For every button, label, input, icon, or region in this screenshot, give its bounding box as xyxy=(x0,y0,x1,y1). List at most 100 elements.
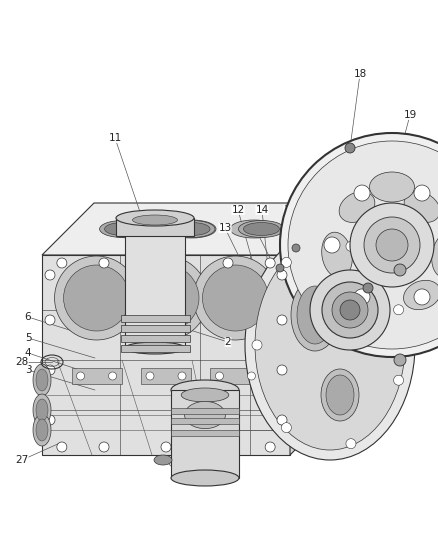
Circle shape xyxy=(350,203,434,287)
Text: 25: 25 xyxy=(304,425,317,435)
Polygon shape xyxy=(42,203,342,255)
Ellipse shape xyxy=(403,280,438,310)
Circle shape xyxy=(265,258,275,268)
Ellipse shape xyxy=(432,232,438,278)
Bar xyxy=(120,315,190,322)
Ellipse shape xyxy=(33,414,51,446)
Circle shape xyxy=(161,258,171,268)
Bar xyxy=(210,368,261,384)
Circle shape xyxy=(45,415,55,425)
Bar xyxy=(125,218,185,348)
Circle shape xyxy=(363,283,373,293)
Ellipse shape xyxy=(343,280,381,310)
Circle shape xyxy=(281,423,291,433)
Bar xyxy=(171,390,239,478)
Circle shape xyxy=(322,282,378,338)
Circle shape xyxy=(277,415,287,425)
Text: 18: 18 xyxy=(353,69,367,79)
Bar xyxy=(120,345,190,352)
Circle shape xyxy=(45,365,55,375)
Ellipse shape xyxy=(238,221,284,238)
Circle shape xyxy=(281,257,291,268)
Circle shape xyxy=(394,354,406,366)
Circle shape xyxy=(414,289,430,305)
Polygon shape xyxy=(290,203,342,455)
Bar xyxy=(171,418,239,424)
Ellipse shape xyxy=(181,388,229,402)
Circle shape xyxy=(280,133,438,357)
Circle shape xyxy=(57,258,67,268)
Circle shape xyxy=(133,265,199,331)
Circle shape xyxy=(64,265,130,331)
Text: 4: 4 xyxy=(25,348,31,358)
Circle shape xyxy=(77,372,85,380)
Circle shape xyxy=(277,270,287,280)
Circle shape xyxy=(277,365,287,375)
Ellipse shape xyxy=(348,301,362,309)
Bar xyxy=(120,325,190,332)
Circle shape xyxy=(265,442,275,452)
Circle shape xyxy=(376,229,408,261)
Circle shape xyxy=(223,258,233,268)
Ellipse shape xyxy=(105,222,141,236)
Circle shape xyxy=(288,141,438,349)
Text: 11: 11 xyxy=(108,133,122,143)
Circle shape xyxy=(364,217,420,273)
Ellipse shape xyxy=(230,220,278,238)
Ellipse shape xyxy=(297,286,333,344)
Circle shape xyxy=(45,315,55,325)
Circle shape xyxy=(394,264,406,276)
Circle shape xyxy=(146,372,154,380)
Text: 6: 6 xyxy=(25,312,31,322)
Ellipse shape xyxy=(125,342,185,354)
Circle shape xyxy=(161,442,171,452)
Text: 22: 22 xyxy=(378,308,392,318)
Text: 20: 20 xyxy=(411,285,424,295)
Circle shape xyxy=(340,300,360,320)
Circle shape xyxy=(277,315,287,325)
Circle shape xyxy=(247,372,255,380)
Circle shape xyxy=(55,256,138,340)
Text: 19: 19 xyxy=(403,110,417,120)
Circle shape xyxy=(414,185,430,201)
Text: 21: 21 xyxy=(375,290,389,300)
Circle shape xyxy=(276,264,284,272)
Circle shape xyxy=(124,256,208,340)
Circle shape xyxy=(99,258,109,268)
Circle shape xyxy=(312,237,320,245)
Text: 15: 15 xyxy=(248,223,261,233)
Text: 24: 24 xyxy=(288,390,302,400)
Bar xyxy=(171,408,239,414)
Ellipse shape xyxy=(99,221,145,238)
Text: 12: 12 xyxy=(231,205,245,215)
Bar xyxy=(141,368,191,384)
Ellipse shape xyxy=(169,221,215,238)
Ellipse shape xyxy=(184,401,226,429)
Text: 17: 17 xyxy=(295,223,309,233)
Circle shape xyxy=(346,439,356,449)
Circle shape xyxy=(178,372,186,380)
Polygon shape xyxy=(42,255,290,455)
Ellipse shape xyxy=(36,419,48,441)
Bar xyxy=(71,368,122,384)
Ellipse shape xyxy=(33,364,51,396)
Ellipse shape xyxy=(326,375,354,415)
Circle shape xyxy=(292,244,300,252)
Ellipse shape xyxy=(116,210,194,226)
Bar xyxy=(171,430,239,436)
Ellipse shape xyxy=(404,191,438,222)
Circle shape xyxy=(324,237,340,253)
Ellipse shape xyxy=(36,369,48,391)
Ellipse shape xyxy=(33,394,51,426)
Ellipse shape xyxy=(291,279,339,351)
Ellipse shape xyxy=(244,222,279,236)
Ellipse shape xyxy=(370,172,414,202)
Text: 16: 16 xyxy=(283,205,297,215)
Ellipse shape xyxy=(168,220,216,238)
Ellipse shape xyxy=(171,470,239,486)
Circle shape xyxy=(354,289,370,305)
Circle shape xyxy=(99,442,109,452)
Text: 27: 27 xyxy=(15,455,28,465)
Text: 26: 26 xyxy=(175,472,189,482)
Ellipse shape xyxy=(255,240,405,450)
